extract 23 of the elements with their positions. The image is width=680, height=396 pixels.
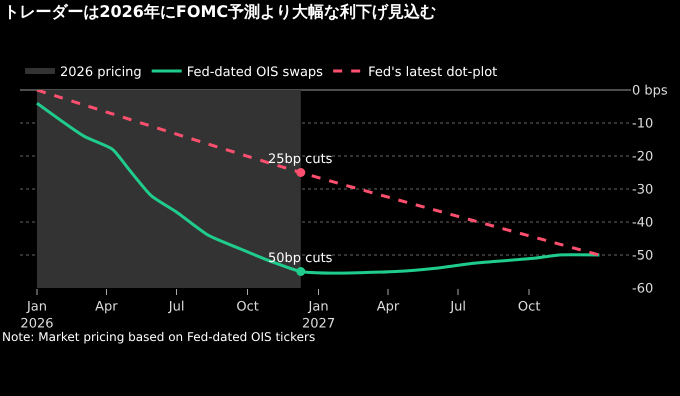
x-tick-label: Oct: [518, 300, 540, 315]
chart-title: トレーダーは2026年にFOMC予測より大幅な利下げ見込む: [3, 2, 436, 22]
y-tick-label: -20: [632, 150, 654, 165]
text: Note: Market pricing based on Fed-dated OIS tickers: [2, 330, 316, 344]
x-tick-label: Apr: [95, 300, 118, 315]
y-tick-label: 0 bps: [632, 84, 668, 99]
x-tick-label: Jan 2027: [302, 300, 336, 332]
x-tick-label: Jan 2026: [20, 300, 54, 332]
legend-label: Fed's latest dot-plot: [368, 65, 498, 80]
x-tick-label: Oct: [236, 300, 259, 315]
annotation: 25bp cuts: [268, 152, 333, 167]
line-series: [35, 102, 601, 276]
x-tick-label: Jul: [449, 300, 466, 315]
y-tick-label: -60: [632, 282, 654, 297]
x-tick-label: Jul: [168, 300, 184, 315]
y-tick-label: -30: [632, 182, 654, 198]
y-tick-label: -50: [632, 248, 654, 264]
legend-label: 2026 pricing: [60, 65, 142, 80]
x-tick-label: Apr: [376, 300, 400, 315]
legend-label: Fed-dated OIS swaps: [186, 65, 324, 80]
annotation: 50bp cuts: [268, 251, 333, 266]
y-tick-label: -40: [632, 216, 654, 231]
y-tick-label: -10: [632, 116, 654, 132]
